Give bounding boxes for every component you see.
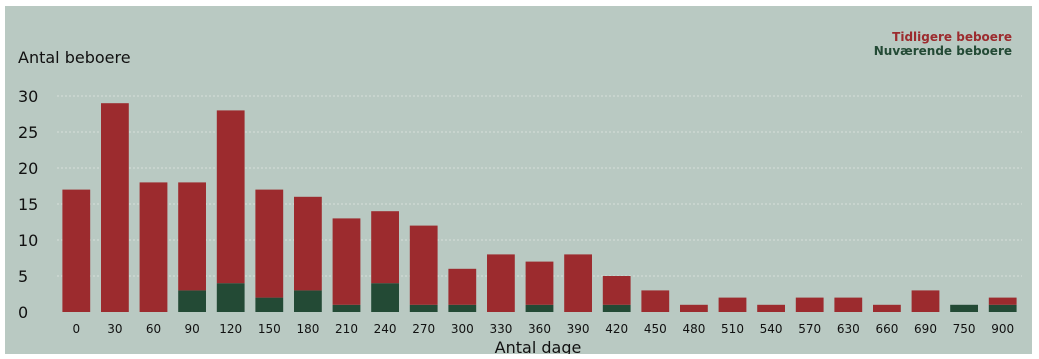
bar-segment (294, 196, 322, 291)
bar-segment (371, 283, 399, 312)
legend-entry: Nuværende beboere (874, 44, 1012, 58)
x-tick-label: 660 (875, 322, 898, 336)
bar-segment (834, 297, 863, 312)
bar-segment (448, 304, 477, 312)
bar-segment (255, 297, 284, 312)
bar-segment (139, 182, 168, 312)
bar-segment (216, 283, 245, 312)
bar-segment (641, 290, 670, 312)
y-tick-label: 20 (18, 159, 38, 178)
x-tick-label: 240 (374, 322, 397, 336)
x-tick-label: 150 (258, 322, 281, 336)
bar-segment (873, 304, 901, 312)
bar-segment (988, 297, 1017, 305)
bar-segment (602, 276, 631, 305)
x-tick-label: 510 (721, 322, 744, 336)
x-tick-label: 60 (146, 322, 161, 336)
bar-segment (487, 254, 515, 312)
bar-segment (757, 304, 785, 312)
bar-segment (564, 254, 592, 312)
x-tick-label: 180 (296, 322, 319, 336)
bar-segment (409, 304, 438, 312)
bar-segment (332, 218, 361, 305)
x-tick-label: 450 (644, 322, 667, 336)
bar-segment (911, 290, 940, 312)
bar-segment (294, 290, 322, 312)
x-tick-label: 750 (953, 322, 976, 336)
bar-segment (409, 225, 438, 305)
y-tick-label: 25 (18, 123, 38, 142)
bar-segment (62, 189, 91, 312)
y-tick-label: 15 (18, 195, 38, 214)
x-tick-label: 330 (489, 322, 512, 336)
x-tick-label: 570 (798, 322, 821, 336)
bar-segment (178, 182, 206, 291)
bar-segment (178, 290, 206, 312)
bar-segment (988, 304, 1017, 312)
x-tick-label: 900 (991, 322, 1014, 336)
x-tick-label: 420 (605, 322, 628, 336)
x-tick-label: 690 (914, 322, 937, 336)
y-tick-label: 5 (18, 267, 28, 286)
bar-segment (680, 304, 708, 312)
x-tick-label: 0 (72, 322, 80, 336)
bar-segment (332, 304, 361, 312)
x-tick-label: 300 (451, 322, 474, 336)
bar-segment (101, 103, 129, 312)
x-tick-label: 210 (335, 322, 358, 336)
x-tick-label: 390 (567, 322, 590, 336)
bar-segment (525, 261, 554, 305)
bar-segment (448, 268, 477, 305)
bar-segment (371, 211, 399, 284)
bar-segment (795, 297, 824, 312)
legend-entry: Tidligere beboere (892, 30, 1012, 44)
x-axis-ticks: 0 30 60 90 120 150 180 210 240 270 300 330 360 390 420… (72, 322, 1014, 336)
y-axis-ticks: 0 5 10 15 20 25 30 (18, 87, 38, 322)
x-tick-label: 360 (528, 322, 551, 336)
y-axis-title: Antal beboere (18, 48, 131, 67)
x-tick-label: 120 (219, 322, 242, 336)
x-tick-label: 30 (107, 322, 122, 336)
y-tick-label: 30 (18, 87, 38, 106)
y-tick-label: 10 (18, 231, 38, 250)
y-tick-label: 0 (18, 303, 28, 322)
bars (62, 103, 1017, 312)
chart-panel: 0 5 10 15 20 25 30 0 30 60 90 120 150 180 210 240 270 30… (5, 6, 1032, 354)
bar-segment (255, 189, 284, 298)
x-axis-title: Antal dage (495, 338, 582, 354)
x-tick-label: 630 (837, 322, 860, 336)
x-tick-label: 480 (682, 322, 705, 336)
bar-segment (950, 304, 978, 312)
x-tick-label: 270 (412, 322, 435, 336)
x-tick-label: 540 (760, 322, 783, 336)
bar-segment (718, 297, 747, 312)
bar-segment (216, 110, 245, 284)
bar-segment (602, 304, 631, 312)
x-tick-label: 90 (184, 322, 199, 336)
bar-segment (525, 304, 554, 312)
